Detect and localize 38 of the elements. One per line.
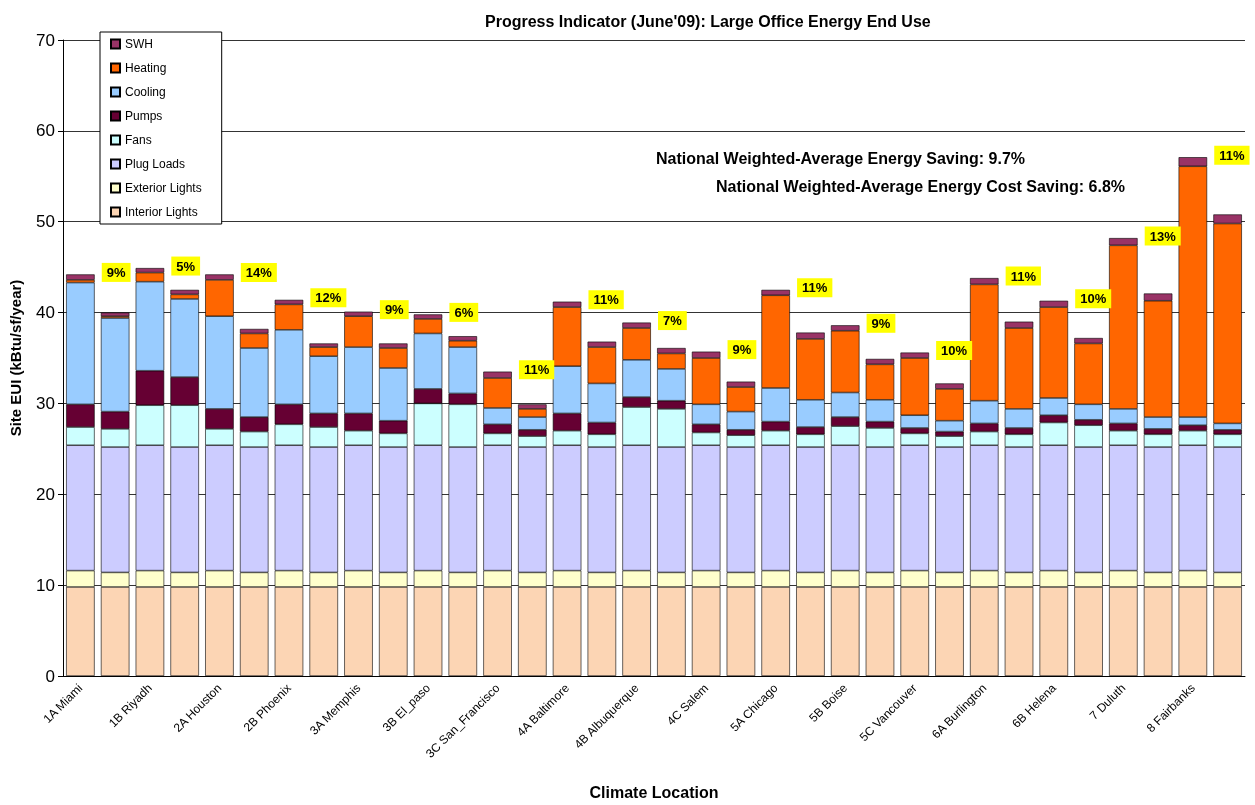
x-axis-title: Climate Location	[589, 783, 719, 801]
annotation: National Weighted-Average Energy Cost Saving: 6.8%	[716, 177, 1125, 195]
y-axis-title: Site EUI (kBtu/sf/year)	[7, 279, 24, 437]
annotation: 12%	[315, 290, 342, 306]
legend-label: Interior Lights	[125, 205, 198, 219]
annotation: 10%	[1080, 291, 1107, 307]
annotation: 11%	[593, 292, 620, 308]
legend-label: Pumps	[125, 109, 163, 123]
legend-label: Plug Loads	[125, 157, 186, 171]
legend-label: Heating	[125, 61, 167, 75]
y-tick-label: 60	[36, 121, 55, 141]
legend-label: SWH	[125, 37, 153, 51]
annotation: 11%	[1010, 268, 1037, 284]
annotation: 9%	[732, 342, 752, 358]
legend-label: Cooling	[125, 85, 166, 99]
annotation: 11%	[802, 280, 828, 296]
annotation: 9%	[384, 302, 405, 318]
legend-label: Fans	[125, 133, 152, 147]
annotation: 11%	[523, 362, 550, 378]
y-tick-label: 30	[36, 393, 55, 413]
annotation: 13%	[1149, 228, 1177, 244]
y-tick-label: 70	[36, 30, 55, 50]
legend-label: Exterior Lights	[125, 181, 202, 195]
annotation: 9%	[106, 264, 126, 280]
annotation: 11%	[1219, 147, 1245, 163]
annotation: National Weighted-Average Energy Saving: 9.7%	[656, 149, 1025, 167]
y-tick-label: 20	[36, 484, 55, 504]
y-tick-label: 40	[36, 303, 55, 323]
annotation: 6%	[454, 304, 474, 320]
y-tick-label: 10	[36, 575, 55, 595]
annotation: 5%	[176, 258, 196, 274]
annotation: 9%	[871, 315, 891, 331]
annotation: 7%	[663, 313, 683, 329]
y-tick-label: 50	[36, 212, 55, 232]
annotation: 14%	[245, 264, 273, 280]
annotation: 10%	[941, 343, 968, 359]
y-tick-label: 0	[45, 666, 55, 686]
chart-title: Progress Indicator (June'09): Large Office Energy End Use	[485, 12, 931, 30]
